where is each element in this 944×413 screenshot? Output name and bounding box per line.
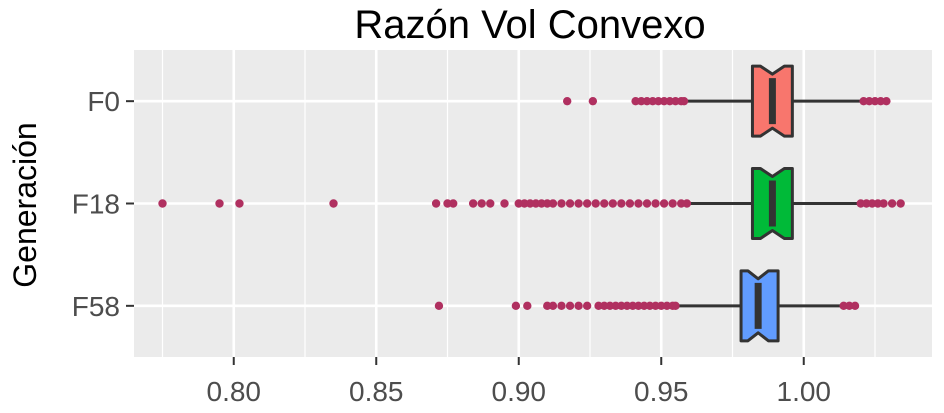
outlier-point (574, 301, 583, 311)
outlier-point (235, 199, 244, 208)
outlier-point (449, 199, 458, 208)
y-tick-label: F18 (72, 189, 120, 220)
outlier-point (523, 301, 532, 311)
x-tick-label: 1.00 (777, 376, 832, 407)
y-axis-ticks: F0 F18 F58 (72, 86, 134, 322)
outlier-point (574, 199, 583, 208)
outlier-point (468, 199, 478, 208)
outlier-point (557, 199, 566, 208)
outlier-point (511, 301, 521, 311)
outlier-point (329, 199, 338, 208)
outlier-point (500, 199, 509, 208)
outlier-point (659, 199, 669, 208)
outlier-point (557, 301, 566, 311)
outlier-point (679, 96, 689, 106)
outlier-point (671, 301, 680, 311)
outlier-point (548, 301, 558, 311)
x-tick-label: 0.95 (634, 376, 689, 407)
outlier-point (600, 199, 609, 208)
y-tick-label: F58 (72, 291, 120, 322)
outlier-point (634, 199, 643, 208)
outlier-point (477, 199, 486, 208)
x-axis-ticks: 0.80 0.85 0.90 0.95 1.00 (207, 357, 832, 407)
box-F18 (158, 167, 905, 240)
x-tick-label: 0.85 (349, 376, 404, 407)
outlier-point (887, 199, 897, 208)
outlier-point (668, 199, 677, 208)
outlier-point (563, 96, 572, 106)
y-axis-title: Generación (7, 122, 43, 287)
x-tick-label: 0.90 (492, 376, 547, 407)
box-F0 (563, 64, 891, 138)
outlier-point (882, 96, 891, 106)
box-F58 (434, 269, 860, 343)
outlier-point (879, 199, 888, 208)
x-tick-label: 0.80 (207, 376, 262, 407)
outlier-point (565, 199, 575, 208)
outlier-point (548, 199, 558, 208)
outlier-point (588, 96, 598, 106)
outlier-point (434, 301, 444, 311)
outlier-point (850, 301, 860, 311)
outlier-point (642, 199, 652, 208)
outlier-point (582, 199, 592, 208)
outlier-point (582, 301, 592, 311)
outlier-point (431, 199, 441, 208)
outlier-point (565, 301, 575, 311)
outlier-point (651, 199, 660, 208)
outlier-point (591, 199, 600, 208)
outlier-point (608, 199, 617, 208)
chart-title: Razón Vol Convexo (354, 3, 705, 47)
boxplot-series (158, 64, 905, 343)
outlier-point (486, 199, 495, 208)
outlier-point (896, 199, 905, 208)
outlier-point (682, 199, 692, 208)
outlier-point (215, 199, 224, 208)
outlier-point (158, 199, 167, 208)
y-tick-label: F0 (87, 86, 120, 117)
outlier-point (617, 199, 626, 208)
outlier-point (625, 199, 635, 208)
